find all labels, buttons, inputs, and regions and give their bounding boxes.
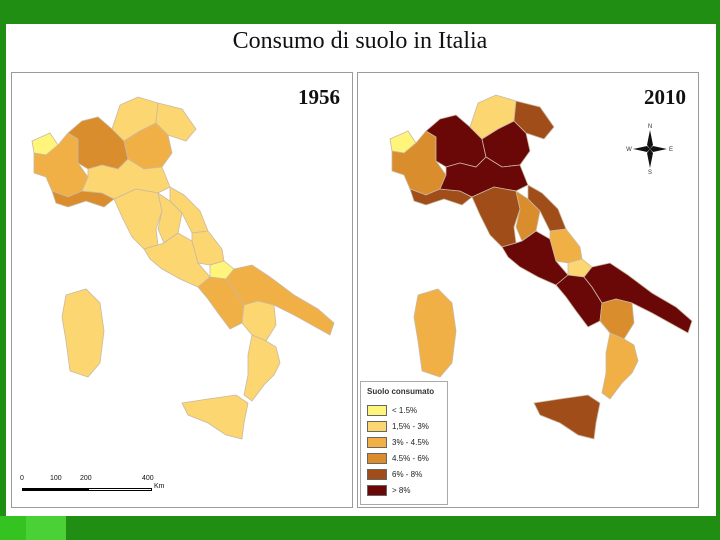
slide-frame-right [716, 0, 720, 540]
legend-item: < 1.5% [367, 402, 441, 418]
region-puglia [583, 262, 693, 334]
legend-label: 1,5% - 3% [392, 421, 429, 431]
scale-tick-label: 0 [20, 475, 24, 482]
legend-swatch [367, 404, 387, 416]
region-liguria [51, 190, 115, 208]
legend-item: 4.5% - 6% [367, 450, 441, 466]
region-puglia [225, 264, 335, 336]
slide-frame-left [0, 0, 6, 540]
legend-swatch [367, 452, 387, 464]
region-liguria [409, 188, 473, 206]
region-toscana [113, 188, 163, 250]
frame-block [26, 516, 66, 540]
italy-map-1956 [31, 96, 335, 440]
region-calabria [601, 332, 639, 400]
legend-swatch [367, 436, 387, 448]
map-year-label: 1956 [298, 85, 340, 109]
region-abruzzo [549, 228, 583, 264]
map-legend: Suolo consumato < 1.5% 1,5% - 3% 3% - 4.… [360, 381, 448, 505]
legend-item: 6% - 8% [367, 466, 441, 482]
legend-label: 6% - 8% [392, 469, 423, 479]
scale-unit: Km [154, 483, 165, 490]
scale-bar: 0 100 200 400 Km [18, 475, 178, 499]
legend-label: < 1.5% [392, 405, 418, 415]
legend-label: 3% - 4.5% [392, 437, 429, 447]
region-basilicata [599, 298, 635, 340]
slide-title: Consumo di suolo in Italia [232, 28, 488, 54]
region-emilia [81, 158, 171, 200]
frame-block [0, 516, 26, 540]
scale-segment [88, 488, 152, 491]
compass-e: E [669, 147, 673, 153]
region-toscana [471, 186, 521, 248]
map-panel-1956: 1956 0 100 200 400 Km [11, 72, 353, 508]
region-emilia [439, 156, 529, 198]
map-year-label: 2010 [644, 85, 686, 109]
legend-label: > 8% [392, 485, 411, 495]
legend-label: 4.5% - 6% [392, 453, 429, 463]
region-basilicata [241, 300, 277, 342]
compass-w: W [626, 147, 632, 153]
region-abruzzo [191, 230, 225, 266]
region-friuli [513, 100, 555, 140]
scale-tick-label: 400 [142, 475, 154, 482]
legend-swatch [367, 484, 387, 496]
legend-item: > 8% [367, 482, 441, 498]
region-calabria [243, 334, 281, 402]
scale-segment [22, 488, 88, 491]
region-sicilia [533, 394, 601, 440]
legend-item: 1,5% - 3% [367, 418, 441, 434]
legend-item: 3% - 4.5% [367, 434, 441, 450]
scale-tick-label: 100 [50, 475, 62, 482]
map-panel-2010: 2010 N S W E Suolo consumato < 1.5% 1,5%… [357, 72, 699, 508]
region-sardegna [61, 288, 105, 378]
region-sardegna [413, 288, 457, 378]
compass-n: N [648, 124, 652, 130]
slide-frame-bottom [0, 516, 720, 540]
region-friuli [155, 102, 197, 142]
compass-rose-icon: N S W E [626, 121, 674, 176]
slide-frame-top [0, 0, 720, 24]
legend-swatch [367, 468, 387, 480]
legend-swatch [367, 420, 387, 432]
scale-tick-label: 200 [80, 475, 92, 482]
italy-map-2010 [389, 94, 693, 440]
region-sicilia [181, 394, 249, 440]
compass-s: S [648, 170, 652, 175]
frame-block [66, 516, 720, 540]
legend-title: Suolo consumato [367, 387, 435, 396]
